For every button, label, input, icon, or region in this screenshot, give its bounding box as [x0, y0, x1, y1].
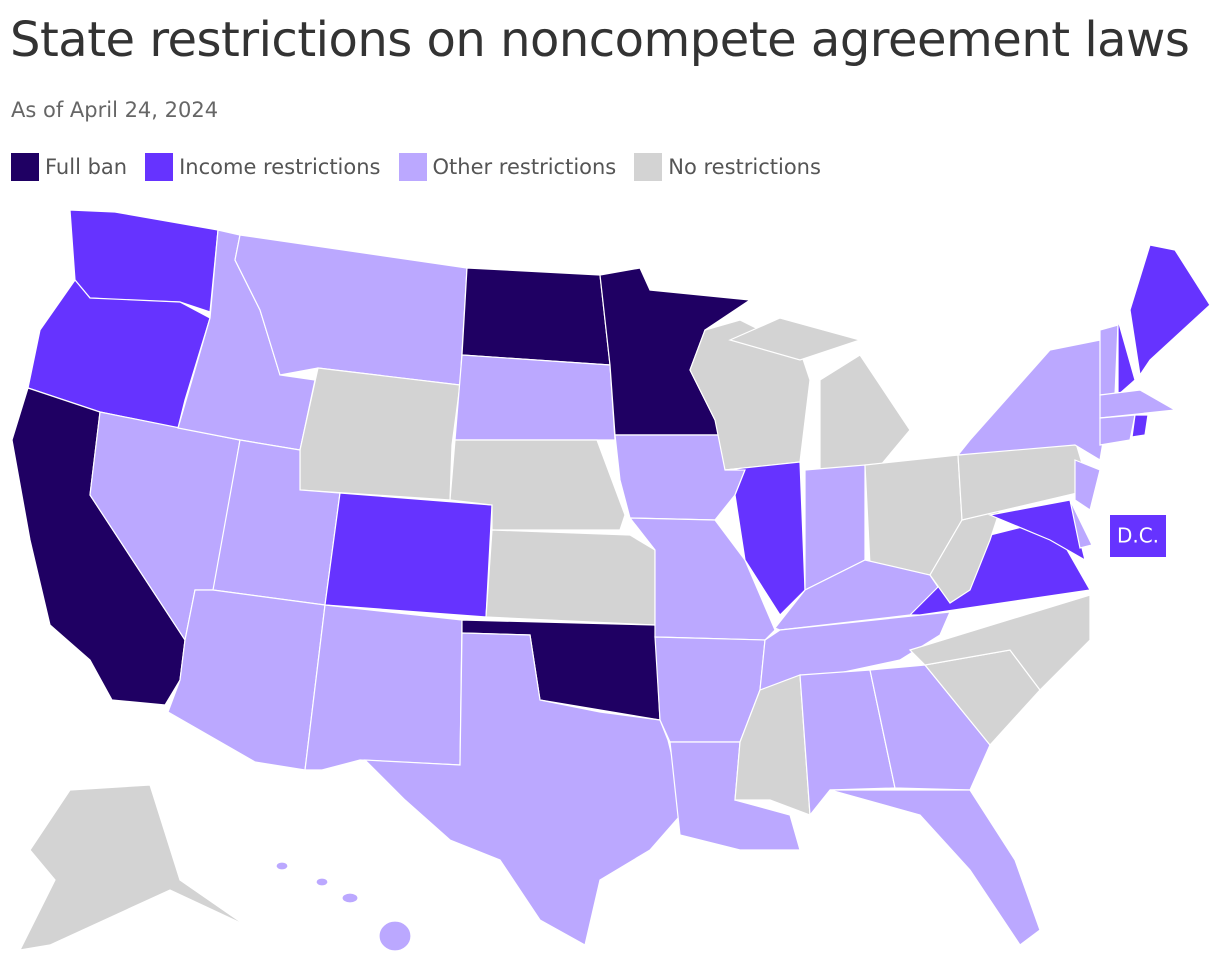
- title: State restrictions on noncompete agreeme…: [10, 12, 1190, 68]
- state: [69, 209, 219, 313]
- state: [628, 517, 776, 641]
- dc-box: [1110, 515, 1166, 557]
- dc-label: D.C.: [1117, 524, 1159, 548]
- state: [987, 499, 1086, 562]
- legend-swatch: [398, 153, 427, 181]
- legend-label: Other restrictions: [432, 155, 617, 179]
- state: [275, 861, 289, 871]
- state: [799, 669, 896, 817]
- state: [1074, 459, 1101, 511]
- legend-swatch: [634, 153, 663, 181]
- state: [1117, 319, 1136, 397]
- state: [363, 632, 686, 946]
- legend-swatch: [145, 153, 174, 181]
- subtitle: As of April 24, 2024: [11, 98, 219, 122]
- legend-label: No restrictions: [668, 155, 821, 179]
- state: [819, 354, 911, 479]
- legend-item: No restrictions: [634, 153, 821, 181]
- state: [378, 920, 412, 952]
- state: [956, 339, 1106, 461]
- state: [829, 789, 1041, 946]
- legend-item: Other restrictions: [398, 153, 617, 181]
- state: [485, 529, 656, 626]
- state: [724, 461, 806, 616]
- state: [1099, 324, 1119, 396]
- state: [908, 594, 1091, 691]
- state: [1099, 389, 1177, 419]
- legend-label: Income restrictions: [179, 155, 381, 179]
- state: [1131, 414, 1149, 438]
- state: [1129, 244, 1211, 377]
- state: [454, 354, 616, 441]
- state: [299, 367, 461, 501]
- state: [1069, 499, 1093, 549]
- legend: Full ban Income restrictions Other restric…: [11, 153, 821, 181]
- state: [341, 892, 359, 904]
- state: [461, 267, 611, 366]
- legend-swatch: [11, 153, 39, 181]
- state: [18, 784, 246, 951]
- legend-item: Full ban: [11, 153, 127, 181]
- state: [315, 877, 329, 887]
- state: [304, 604, 463, 771]
- state: [449, 439, 626, 531]
- state: [1099, 414, 1136, 446]
- legend-label: Full ban: [45, 155, 128, 179]
- state: [324, 492, 493, 618]
- state: [167, 589, 326, 771]
- legend-item: Income restrictions: [145, 153, 381, 181]
- state: [869, 664, 991, 791]
- state: [728, 317, 863, 361]
